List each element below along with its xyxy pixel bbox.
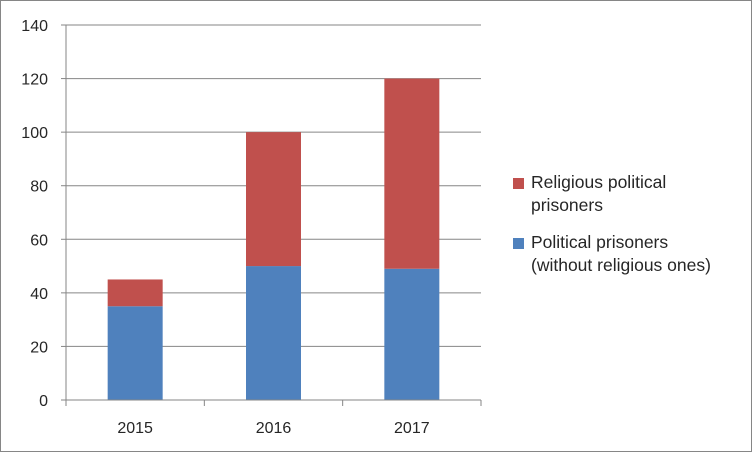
bar-2015-series-0 (107, 306, 163, 400)
legend-item-political: Political prisoners (without religious o… (513, 231, 748, 277)
axes (61, 24, 482, 406)
y-tick-label-0: 0 (39, 393, 48, 410)
y-tick-labels: 0 20 40 60 80 100 120 140 (21, 18, 48, 410)
y-tick-label-100: 100 (21, 125, 48, 142)
x-tick-label-2015: 2015 (117, 420, 153, 437)
legend: Religious political prisoners Political … (513, 171, 748, 291)
bar-2017-series-0 (384, 268, 440, 400)
x-tick-label-2016: 2016 (256, 420, 292, 437)
y-tick-label-120: 120 (21, 72, 48, 89)
y-tick-label-140: 140 (21, 18, 48, 35)
legend-swatch-religious (513, 178, 524, 189)
x-tick-labels: 2015 2016 2017 (117, 420, 429, 437)
legend-item-religious: Religious political prisoners (513, 171, 748, 217)
y-tick-label-80: 80 (30, 179, 48, 196)
legend-swatch-political (513, 238, 524, 249)
legend-label-religious: Religious political prisoners (531, 172, 667, 215)
x-tick-label-2017: 2017 (394, 420, 430, 437)
legend-label-political: Political prisoners (without religious o… (531, 232, 711, 275)
y-tick-label-20: 20 (30, 339, 48, 356)
bar-2016-series-0 (246, 266, 301, 400)
bar-2015-series-1 (107, 279, 163, 307)
bar-2016-series-1 (246, 132, 301, 267)
y-tick-label-60: 60 (30, 232, 48, 249)
y-tick-label-40: 40 (30, 286, 48, 303)
bars (107, 78, 440, 400)
bar-2017-series-1 (384, 78, 440, 269)
